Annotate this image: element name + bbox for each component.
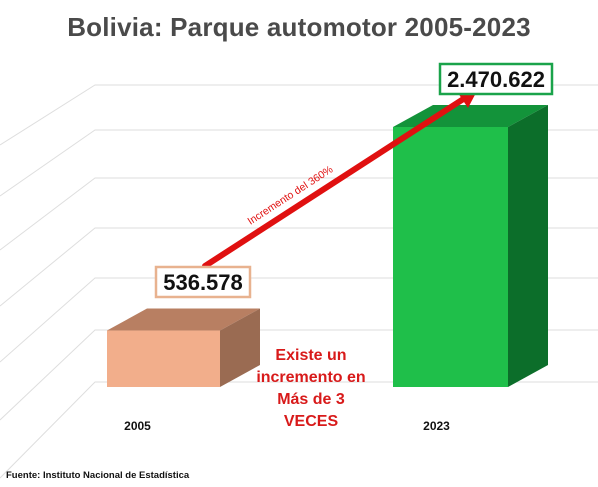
- callout-line: Más de 3: [277, 391, 345, 408]
- data-label-box: [438, 62, 554, 96]
- grid-line: [0, 84, 598, 146]
- bar-side-2023: [508, 105, 548, 387]
- arrow-annotation: Incremento del 360%: [245, 163, 335, 227]
- chart-title: Bolivia: Parque automotor 2005-2023: [67, 12, 531, 42]
- callout-line: VECES: [284, 413, 339, 430]
- x-tick-label: 2005: [124, 419, 151, 433]
- bar-side-2005: [220, 308, 260, 387]
- callout-line: incremento en: [256, 369, 365, 386]
- bars: [107, 105, 548, 387]
- data-label-box: [154, 265, 252, 299]
- callout-line: Existe un: [275, 347, 346, 364]
- source-note: Fuente: Instituto Nacional de Estadístic…: [6, 470, 190, 481]
- increase-arrow-line: [202, 93, 471, 269]
- bar-top-2005: [107, 308, 260, 331]
- data-label: 536.578: [163, 270, 243, 295]
- bar-2005: [107, 330, 220, 387]
- data-label: 2.470.622: [447, 67, 545, 92]
- x-tick-label: 2023: [423, 419, 450, 433]
- bar-2023: [393, 127, 508, 387]
